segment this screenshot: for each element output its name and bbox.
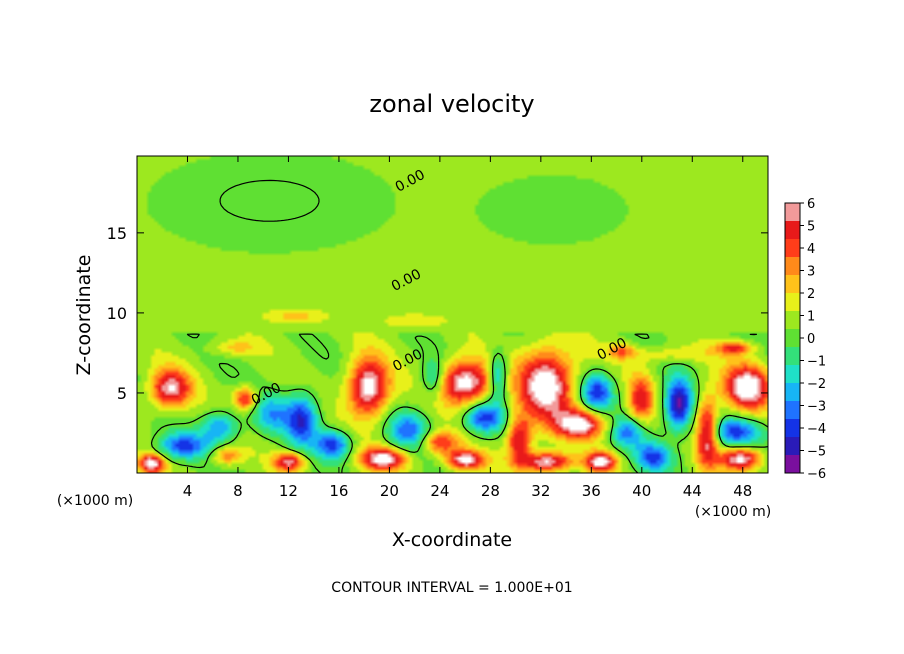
colorbar-swatches xyxy=(785,203,800,473)
y-tick-label: 10 xyxy=(107,304,127,323)
x-tick-label: 8 xyxy=(233,482,243,500)
colorbar-tick-label: 3 xyxy=(807,265,815,280)
colorbar-swatch xyxy=(785,383,800,401)
colorbar-tick-label: −2 xyxy=(807,377,826,392)
colorbar-tick-label: 2 xyxy=(807,287,815,302)
contour-lines xyxy=(150,179,768,473)
x-tick-label: 20 xyxy=(380,482,399,500)
y-tick-label: 5 xyxy=(117,384,127,403)
colorbar-swatch xyxy=(785,329,800,347)
x-tick-label: 32 xyxy=(531,482,550,500)
x-tick-label: 12 xyxy=(279,482,298,500)
colorbar-swatch xyxy=(785,365,800,383)
colorbar-swatch xyxy=(785,293,800,311)
colorbar-swatch xyxy=(785,419,800,437)
velocity-heatmap xyxy=(137,156,768,473)
contour-interval-note: CONTOUR INTERVAL = 1.000E+01 xyxy=(331,580,572,596)
colorbar-swatch xyxy=(785,203,800,221)
colorbar-tick-label: 4 xyxy=(807,242,815,257)
x-tick-label: 4 xyxy=(183,482,193,500)
colorbar-tick-label: 1 xyxy=(807,310,815,325)
x-axis-unit-right: (×1000 m) xyxy=(695,504,771,520)
plot-frame xyxy=(136,155,769,474)
x-tick-label: 44 xyxy=(683,482,702,500)
x-axis-unit-left: (×1000 m) xyxy=(57,493,133,509)
colorbar-tick-label: 0 xyxy=(807,332,815,347)
colorbar-tick-label: −5 xyxy=(807,445,826,460)
y-axis-ticks: 5 10 15 xyxy=(107,224,768,403)
colorbar-tick-label: 6 xyxy=(807,197,815,212)
colorbar-tick-label: −1 xyxy=(807,355,826,370)
colorbar-swatch xyxy=(785,437,800,455)
x-axis-ticks: 4 8 12 16 20 24 28 32 36 40 44 48 xyxy=(183,156,752,500)
colorbar-swatch xyxy=(785,401,800,419)
colorbar-tick-label: −6 xyxy=(807,467,826,482)
colorbar-swatch xyxy=(785,455,800,473)
colorbar-tick-label: −4 xyxy=(807,422,826,437)
colorbar-tick-label: 5 xyxy=(807,220,815,235)
chart-title: zonal velocity xyxy=(369,90,534,118)
x-axis-label: X-coordinate xyxy=(392,529,512,551)
colorbar-swatch xyxy=(785,275,800,293)
y-tick-label: 15 xyxy=(107,224,127,243)
x-tick-label: 48 xyxy=(733,482,752,500)
x-tick-label: 24 xyxy=(430,482,449,500)
colorbar-tick-label: −3 xyxy=(807,400,826,415)
colorbar-swatch xyxy=(785,239,800,257)
colorbar: 6 5 4 3 2 1 0 −1 −2 −3 −4 −5 −6 xyxy=(784,197,826,482)
x-tick-label: 16 xyxy=(329,482,348,500)
x-tick-label: 36 xyxy=(582,482,601,500)
colorbar-swatch xyxy=(785,311,800,329)
colorbar-swatch xyxy=(785,347,800,365)
x-tick-label: 28 xyxy=(481,482,500,500)
colorbar-swatch xyxy=(785,221,800,239)
colorbar-ticks: 6 5 4 3 2 1 0 −1 −2 −3 −4 −5 −6 xyxy=(800,197,826,482)
x-tick-label: 40 xyxy=(632,482,651,500)
y-axis-label: Z-coordinate xyxy=(73,255,95,376)
contour-line-zero xyxy=(150,179,768,473)
colorbar-swatch xyxy=(785,257,800,275)
